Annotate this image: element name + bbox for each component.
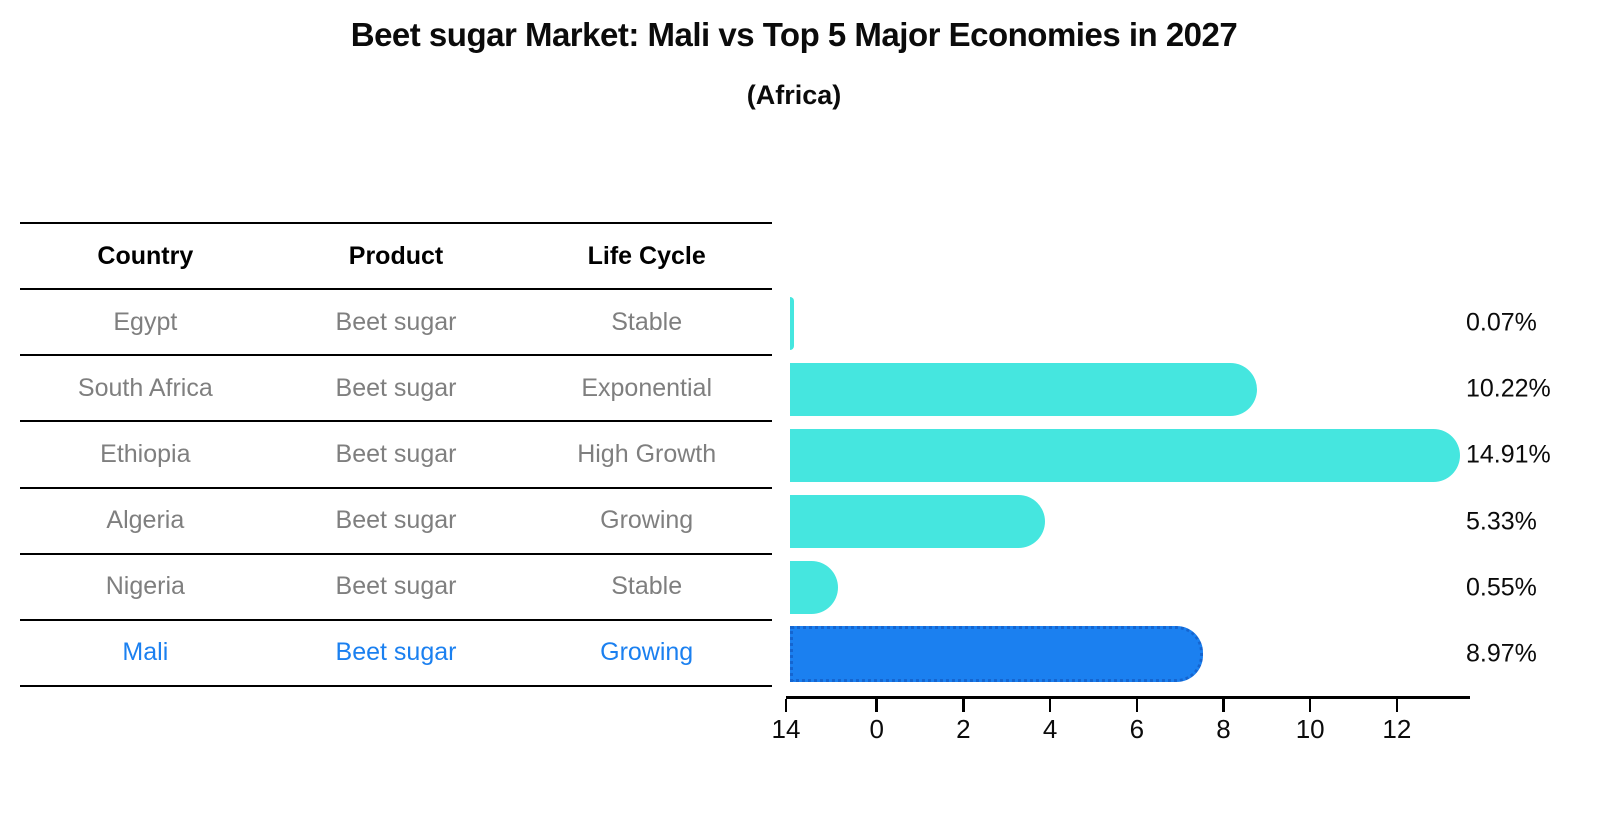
- x-tick-mark: [1395, 699, 1399, 712]
- table-row-mali: Mali Beet sugar Growing: [20, 621, 772, 687]
- x-tick-mark: [1048, 699, 1052, 712]
- x-tick-0: 0: [847, 699, 907, 745]
- x-tick-4: 4: [1020, 699, 1080, 745]
- x-tick-10: 10: [1280, 699, 1340, 745]
- product-cell: Beet sugar: [335, 307, 457, 336]
- country-cell: Algeria: [106, 506, 185, 535]
- x-tick-mark: [1308, 699, 1312, 712]
- product-cell: Beet sugar: [335, 572, 457, 601]
- x-tick-6: 6: [1107, 699, 1167, 745]
- x-tick-label: 12: [1382, 714, 1412, 744]
- value-label-algeria: 5.33%: [1466, 507, 1537, 536]
- x-tick-mark: [1135, 699, 1139, 712]
- x-tick-mark: [962, 699, 965, 712]
- bar-nigeria: [790, 561, 838, 615]
- table-row-algeria: Algeria Beet sugar Growing: [20, 489, 772, 555]
- bar-row-nigeria: 0.55%: [790, 555, 1604, 621]
- column-header-lifecycle: Life Cycle: [587, 241, 706, 270]
- bar-egypt: [790, 296, 795, 350]
- bar-mali: [790, 625, 1203, 682]
- bar-row-egypt: 0.07%: [790, 290, 1604, 356]
- value-label-nigeria: 0.55%: [1466, 573, 1537, 602]
- x-tick-12: 12: [1367, 699, 1427, 745]
- country-cell: Mali: [122, 638, 169, 667]
- x-tick-label: 10: [1295, 714, 1325, 744]
- x-tick-mark: [875, 699, 878, 712]
- bar-ethiopia: [790, 428, 1461, 482]
- x-tick-mark: [784, 699, 788, 712]
- x-tick-label: 4: [1042, 714, 1058, 744]
- table-row-nigeria: Nigeria Beet sugar Stable: [20, 555, 772, 621]
- bar-row-south-africa: 10.22%: [790, 356, 1604, 422]
- product-cell: Beet sugar: [335, 506, 457, 535]
- chart-subtitle: (Africa): [746, 80, 842, 110]
- country-cell: South Africa: [77, 373, 213, 402]
- country-cell: Egypt: [113, 307, 178, 336]
- x-tick-label: 8: [1216, 714, 1231, 744]
- chart-title: Beet sugar Market: Mali vs Top 5 Major E…: [350, 16, 1238, 53]
- x-tick-label: 2: [956, 714, 971, 744]
- country-cell: Nigeria: [105, 572, 185, 601]
- x-axis-line: [786, 696, 1470, 699]
- bar-south-africa: [790, 362, 1258, 416]
- value-label-mali: 8.97%: [1466, 639, 1537, 668]
- x-tick-label: 6: [1129, 714, 1145, 744]
- value-label-south-africa: 10.22%: [1466, 374, 1551, 403]
- lifecycle-cell: Stable: [611, 572, 683, 601]
- table-row-egypt: Egypt Beet sugar Stable: [20, 290, 772, 357]
- bar-chart: 0.07% 10.22% 14.91% 5.33% 0.55% 8.97%: [790, 290, 1604, 687]
- product-cell: Beet sugar: [335, 439, 457, 468]
- value-label-ethiopia: 14.91%: [1466, 440, 1551, 469]
- country-cell: Ethiopia: [100, 439, 191, 468]
- column-header-product: Product: [348, 241, 444, 270]
- bar-row-ethiopia: 14.91%: [790, 422, 1604, 488]
- value-label-egypt: 0.07%: [1466, 308, 1537, 337]
- table-row-south-africa: South Africa Beet sugar Exponential: [20, 356, 772, 423]
- country-table: Country Product Life Cycle Egypt Beet su…: [20, 222, 772, 687]
- lifecycle-cell: High Growth: [577, 439, 717, 468]
- lifecycle-cell: Exponential: [581, 373, 712, 402]
- bar-row-algeria: 5.33%: [790, 489, 1604, 555]
- lifecycle-cell: Growing: [600, 638, 694, 667]
- product-cell: Beet sugar: [335, 373, 457, 402]
- bar-row-mali: 8.97%: [790, 621, 1604, 687]
- column-header-country: Country: [97, 241, 194, 270]
- lifecycle-cell: Stable: [611, 307, 683, 336]
- bar-algeria: [790, 495, 1046, 549]
- x-tick-14: 14: [756, 699, 816, 745]
- product-cell: Beet sugar: [335, 638, 457, 667]
- x-tick-8: 8: [1194, 699, 1254, 745]
- x-tick-mark: [1222, 699, 1225, 712]
- table-row-ethiopia: Ethiopia Beet sugar High Growth: [20, 422, 772, 489]
- x-tick-label: 14: [771, 714, 801, 744]
- lifecycle-cell: Growing: [600, 506, 694, 535]
- table-header-row: Country Product Life Cycle: [20, 222, 772, 291]
- x-tick-label: 0: [869, 714, 884, 744]
- x-tick-2: 2: [933, 699, 993, 745]
- x-axis: 0 2 4 6 8 10 12 14: [772, 696, 1470, 746]
